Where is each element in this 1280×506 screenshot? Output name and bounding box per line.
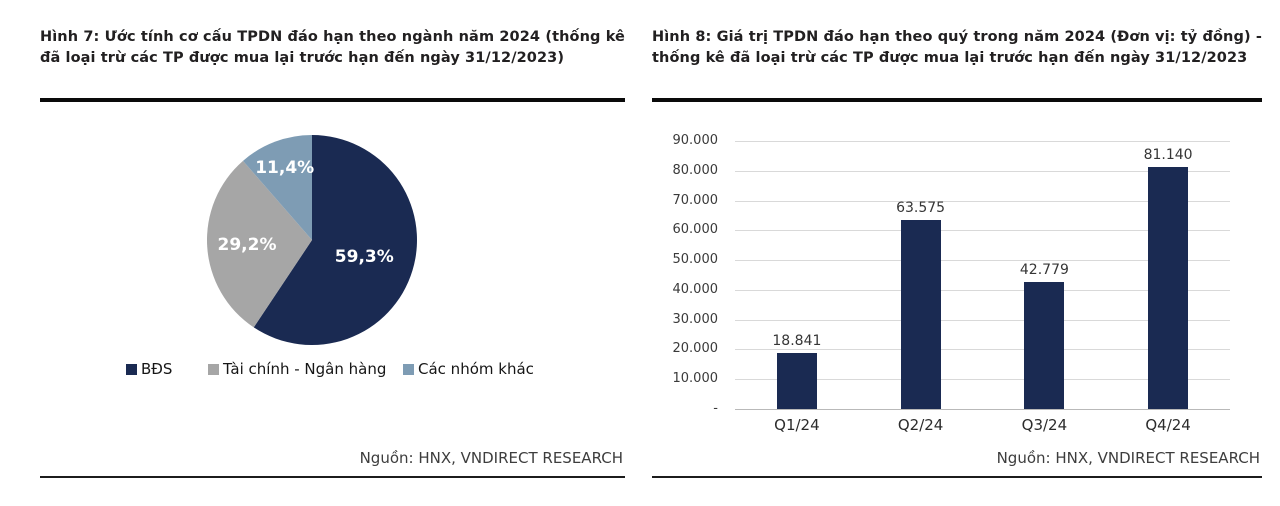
y-tick-label-20000: 20.000 bbox=[672, 341, 719, 357]
bar-value-label-1: 63.575 bbox=[896, 199, 946, 216]
figure-8-source: Nguồn: HNX, VNDIRECT RESEARCH bbox=[996, 449, 1260, 467]
legend-swatch-tai-chinh-icon bbox=[208, 363, 219, 375]
legend-item-cac-nhom-khac: Các nhóm khác bbox=[403, 359, 534, 379]
x-axis-label-1: Q2/24 bbox=[897, 416, 944, 434]
y-tick-label-30000: 30.000 bbox=[672, 311, 719, 327]
y-tick-label-0: - bbox=[713, 401, 718, 416]
legend-item-tai-chinh: Tài chính - Ngân hàng bbox=[208, 359, 386, 379]
bar-q2-24 bbox=[900, 219, 941, 409]
legend-swatch-cac-nhom-khac-icon bbox=[403, 363, 414, 375]
gridline-50000 bbox=[735, 260, 1230, 262]
figure-8-title: Hình 8: Giá trị TPDN đáo hạn theo quý tr… bbox=[652, 29, 1262, 66]
pie-chart: 59,3% 29,2% 11,4% bbox=[206, 135, 418, 345]
gridline-40000 bbox=[735, 289, 1230, 291]
gridline-0 bbox=[735, 409, 1230, 410]
y-tick-label-70000: 70.000 bbox=[672, 192, 719, 208]
pie-slice-label-2: 11,4% bbox=[255, 158, 314, 178]
pie-slice-label-0: 59,3% bbox=[335, 247, 394, 267]
y-tick-label-80000: 80.000 bbox=[672, 162, 719, 178]
x-axis-label-0: Q1/24 bbox=[774, 416, 820, 434]
x-axis-label-3: Q4/24 bbox=[1145, 416, 1191, 434]
x-axis-label-2: Q3/24 bbox=[1021, 416, 1068, 434]
y-tick-label-40000: 40.000 bbox=[672, 281, 719, 297]
gridline-70000 bbox=[735, 200, 1230, 202]
figure-7-title: Hình 7: Ước tính cơ cấu TPDN đáo hạn the… bbox=[40, 29, 625, 66]
figure-8-bar-panel: Hình 8: Giá trị TPDN đáo hạn theo quý tr… bbox=[652, 0, 1262, 506]
figure-7-bottom-rule bbox=[40, 476, 625, 478]
pie-slice-label-1: 29,2% bbox=[218, 235, 277, 255]
y-tick-label-10000: 10.000 bbox=[672, 371, 719, 387]
figure-7-pie-panel: Hình 7: Ước tính cơ cấu TPDN đáo hạn the… bbox=[40, 0, 625, 506]
gridline-60000 bbox=[735, 230, 1230, 232]
bar-value-label-3: 81.140 bbox=[1143, 147, 1193, 164]
bar-chart: - 10.000 20.000 30.000 40.000 50.000 60.000 70.… bbox=[652, 0, 1262, 460]
gridline-10000 bbox=[735, 379, 1230, 381]
pie-legend: BĐS Tài chính - Ngân hàng Các nhóm khác bbox=[40, 359, 625, 379]
bar-value-label-2: 42.779 bbox=[1019, 261, 1069, 278]
figure-8-bottom-rule bbox=[652, 476, 1262, 478]
y-tick-label-50000: 50.000 bbox=[672, 252, 719, 268]
pie-slice-2 bbox=[243, 135, 312, 240]
gridline-80000 bbox=[735, 170, 1230, 172]
bar-value-label-0: 18.841 bbox=[772, 332, 822, 349]
legend-label-bds: BĐS bbox=[141, 360, 173, 378]
figure-7-source: Nguồn: HNX, VNDIRECT RESEARCH bbox=[359, 449, 623, 467]
figure-8-top-rule bbox=[652, 98, 1262, 102]
legend-label-tai-chinh: Tài chính - Ngân hàng bbox=[223, 360, 387, 378]
pie-slice-0 bbox=[253, 135, 418, 345]
legend-swatch-bds-icon bbox=[126, 363, 137, 375]
gridline-30000 bbox=[735, 319, 1230, 321]
gridline-90000 bbox=[735, 141, 1230, 142]
gridline-20000 bbox=[735, 349, 1230, 351]
pie-slice-1 bbox=[206, 160, 312, 328]
figure-7-top-rule bbox=[40, 98, 625, 102]
bar-q1-24 bbox=[776, 352, 817, 409]
legend-label-cac-nhom-khac: Các nhóm khác bbox=[418, 360, 534, 378]
legend-item-bds: BĐS bbox=[126, 359, 172, 379]
bar-q4-24 bbox=[1148, 167, 1189, 409]
y-tick-label-60000: 60.000 bbox=[672, 222, 719, 238]
bar-q3-24 bbox=[1024, 281, 1065, 409]
y-tick-label-90000: 90.000 bbox=[672, 133, 719, 148]
